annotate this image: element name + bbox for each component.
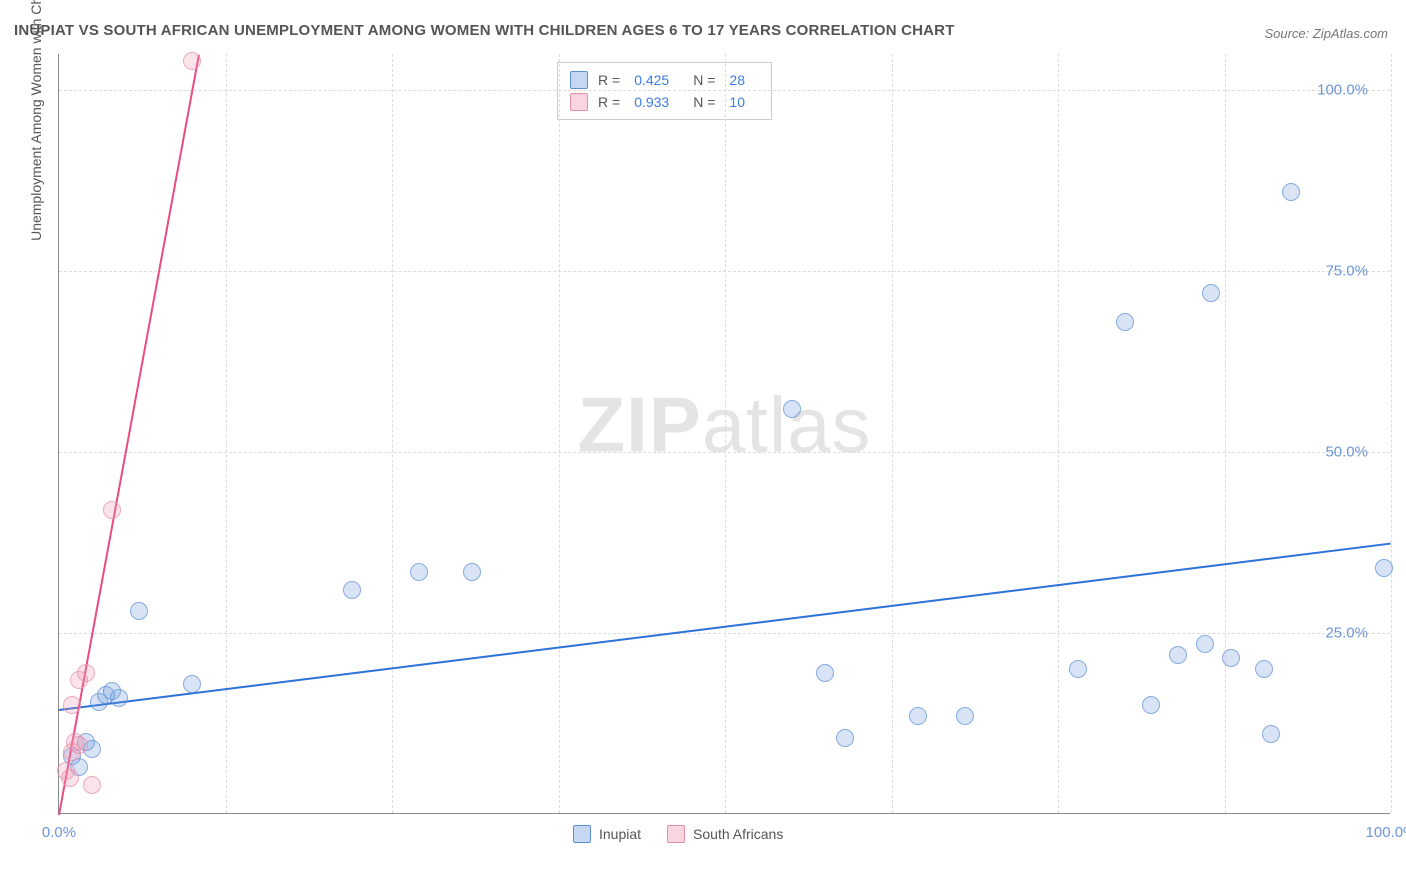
watermark-bold: ZIP — [577, 380, 701, 468]
gridline-v — [226, 54, 227, 813]
data-point — [1255, 660, 1273, 678]
legend-swatch — [570, 71, 588, 89]
data-point — [463, 563, 481, 581]
plot-area: ZIPatlas R =0.425N =28R =0.933N =10 Inup… — [58, 54, 1390, 814]
data-point — [1282, 183, 1300, 201]
legend-stats-row: R = 0.933 N = 10 — [570, 91, 759, 113]
legend-label: South Africans — [693, 826, 783, 842]
y-tick-label: 50.0% — [1325, 444, 1368, 461]
data-point — [1222, 649, 1240, 667]
bottom-legend-item: Inupiat — [573, 825, 641, 843]
data-point — [130, 602, 148, 620]
gridline-v — [1225, 54, 1226, 813]
legend-swatch — [570, 93, 588, 111]
data-point — [956, 707, 974, 725]
x-tick-label: 100.0% — [1366, 824, 1406, 841]
x-tick-label: 0.0% — [42, 824, 76, 841]
y-axis-label: Unemployment Among Women with Children A… — [28, 0, 44, 241]
data-point — [1169, 646, 1187, 664]
data-point — [909, 707, 927, 725]
legend-stats-row: R = 0.425 N = 28 — [570, 69, 759, 91]
gridline-v — [559, 54, 560, 813]
data-point — [183, 675, 201, 693]
data-point — [63, 696, 81, 714]
data-point — [836, 729, 854, 747]
watermark-light: atlas — [702, 380, 872, 468]
gridline-v — [1391, 54, 1392, 813]
data-point — [61, 769, 79, 787]
stat-n-label: N = — [693, 94, 715, 110]
source-label: Source: ZipAtlas.com — [1264, 26, 1388, 41]
legend-label: Inupiat — [599, 826, 641, 842]
y-tick-label: 75.0% — [1325, 263, 1368, 280]
gridline-v — [725, 54, 726, 813]
gridline-v — [392, 54, 393, 813]
data-point — [1069, 660, 1087, 678]
data-point — [103, 501, 121, 519]
legend-swatch — [667, 825, 685, 843]
y-tick-label: 100.0% — [1317, 82, 1368, 99]
data-point — [343, 581, 361, 599]
gridline-v — [892, 54, 893, 813]
stat-n-value: 28 — [729, 72, 745, 88]
stat-r-value: 0.933 — [634, 94, 669, 110]
data-point — [183, 52, 201, 70]
data-point — [410, 563, 428, 581]
bottom-legend: Inupiat South Africans — [573, 825, 783, 843]
y-tick-label: 25.0% — [1325, 625, 1368, 642]
data-point — [1142, 696, 1160, 714]
chart-title: INUPIAT VS SOUTH AFRICAN UNEMPLOYMENT AM… — [14, 22, 955, 39]
data-point — [1262, 725, 1280, 743]
gridline-v — [1058, 54, 1059, 813]
stat-n-label: N = — [693, 72, 715, 88]
data-point — [1202, 284, 1220, 302]
data-point — [783, 400, 801, 418]
stat-r-value: 0.425 — [634, 72, 669, 88]
stat-n-value: 10 — [729, 94, 745, 110]
data-point — [110, 689, 128, 707]
stat-r-label: R = — [598, 72, 620, 88]
data-point — [1116, 313, 1134, 331]
data-point — [1375, 559, 1393, 577]
data-point — [83, 776, 101, 794]
data-point — [77, 664, 95, 682]
data-point — [1196, 635, 1214, 653]
stat-r-label: R = — [598, 94, 620, 110]
data-point — [816, 664, 834, 682]
data-point — [70, 736, 88, 754]
legend-swatch — [573, 825, 591, 843]
bottom-legend-item: South Africans — [667, 825, 783, 843]
